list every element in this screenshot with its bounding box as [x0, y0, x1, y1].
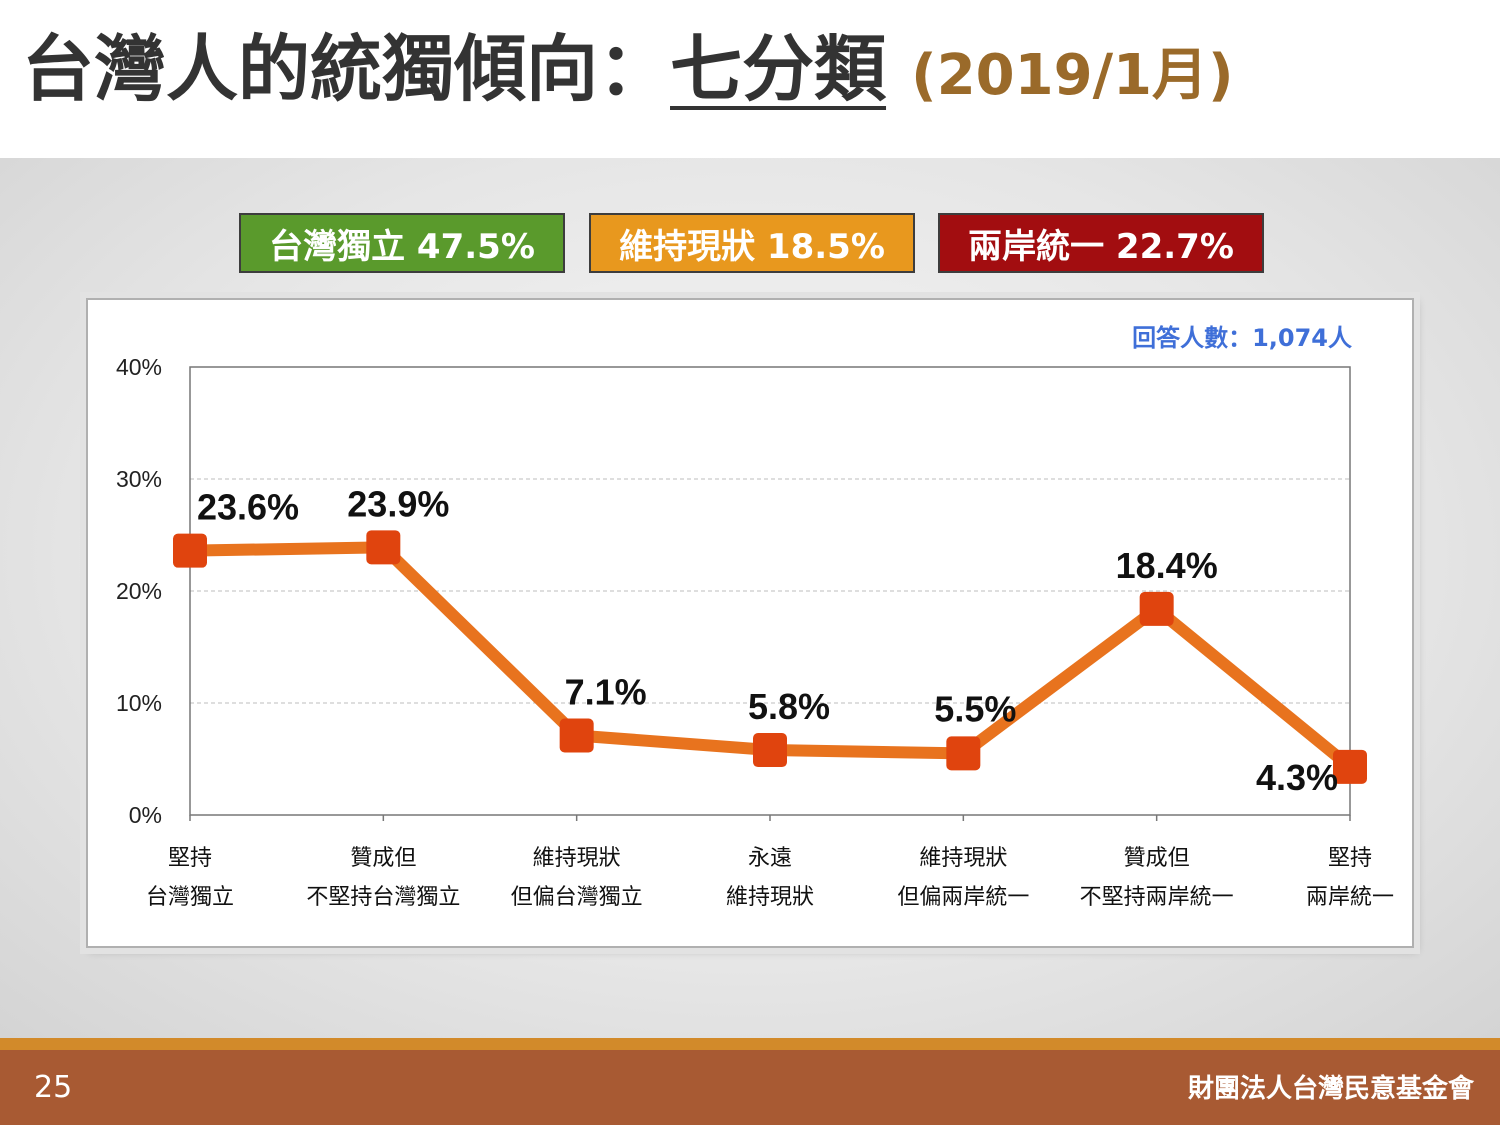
summary-independence: 台灣獨立 47.5%	[239, 213, 565, 273]
y-tick-label: 30%	[116, 466, 162, 492]
x-tick-label: 贊成但	[1124, 846, 1190, 871]
data-point	[173, 533, 207, 568]
slide-title: 台灣人的統獨傾向：七分類 (2019/1月)	[22, 26, 1234, 112]
title-underlined: 七分類	[670, 27, 887, 111]
x-tick-label: 維持現狀	[533, 846, 621, 871]
data-point	[1139, 591, 1174, 626]
x-tick-label: 不堅持兩岸統一	[1080, 885, 1234, 910]
footer-accent-line	[0, 1038, 1500, 1050]
data-label: 5.8%	[748, 686, 830, 727]
x-tick-label: 維持現狀	[919, 846, 1007, 871]
data-point	[366, 530, 401, 565]
x-tick-label: 維持現狀	[726, 885, 814, 910]
x-tick-label: 堅持	[168, 846, 212, 871]
data-point	[559, 718, 594, 753]
x-tick-label: 台灣獨立	[146, 885, 234, 910]
footer: 25 財團法人台灣民意基金會	[0, 1050, 1500, 1125]
title-date: (2019/1月)	[911, 43, 1234, 108]
y-tick-label: 10%	[116, 690, 162, 716]
x-tick-label: 不堅持台灣獨立	[306, 885, 460, 910]
chart-panel: 回答人數：1,074人 0% 10% 20% 30% 40% 堅持台灣獨立 贊成但不堅持台灣…	[86, 298, 1414, 948]
data-point	[753, 733, 787, 768]
title-main: 台灣人的統獨傾向：	[22, 27, 671, 111]
data-label: 23.6%	[197, 487, 299, 528]
page-number: 25	[34, 1070, 73, 1105]
data-label: 23.9%	[347, 483, 449, 524]
data-label: 7.1%	[565, 671, 647, 712]
y-tick-label: 40%	[116, 354, 162, 380]
x-tick-label: 但偏兩岸統一	[897, 885, 1029, 910]
data-point	[1333, 749, 1367, 784]
title-bar: 台灣人的統獨傾向：七分類 (2019/1月)	[0, 0, 1500, 158]
x-tick-label: 兩岸統一	[1306, 885, 1394, 910]
data-label: 18.4%	[1116, 545, 1218, 586]
respondent-count: 回答人數：1,074人	[1132, 324, 1352, 352]
y-tick-label: 20%	[116, 578, 162, 604]
summary-status-quo: 維持現狀 18.5%	[589, 213, 915, 273]
summary-unification: 兩岸統一 22.7%	[938, 213, 1264, 273]
line-chart: 0%10%20%30%40%堅持台灣獨立贊成但不堅持台灣獨立維持現狀但偏台灣獨立…	[116, 354, 1394, 910]
data-label: 4.3%	[1256, 757, 1338, 798]
organization-name: 財團法人台灣民意基金會	[1187, 1074, 1474, 1104]
x-tick-label: 贊成但	[350, 846, 416, 871]
data-point	[946, 736, 981, 771]
data-label: 5.5%	[934, 688, 1016, 729]
x-tick-label: 永遠	[748, 846, 792, 871]
x-tick-label: 但偏台灣獨立	[511, 885, 643, 910]
y-tick-label: 0%	[129, 802, 162, 828]
x-tick-label: 堅持	[1328, 846, 1372, 871]
